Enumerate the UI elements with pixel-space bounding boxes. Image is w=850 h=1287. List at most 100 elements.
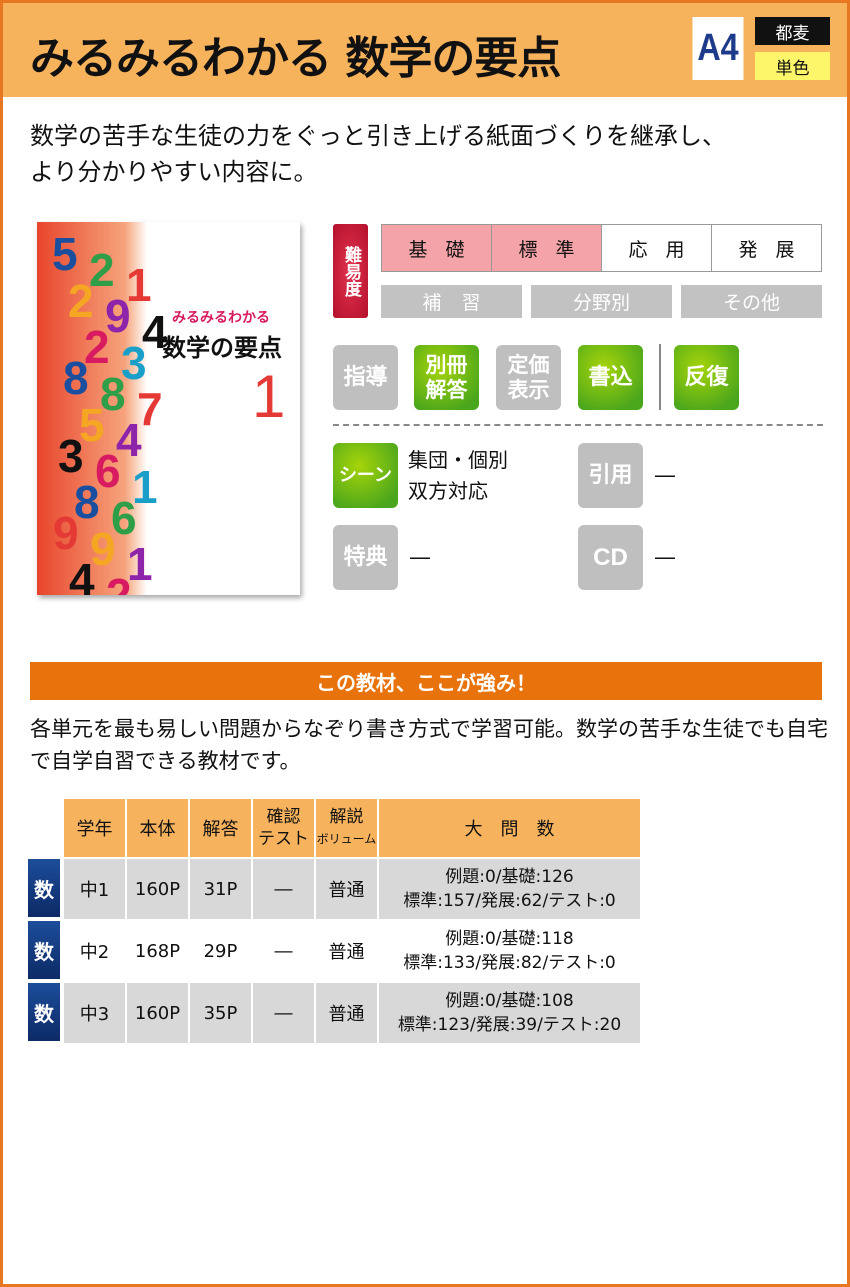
type-other: その他	[681, 285, 822, 318]
cover-strip	[37, 222, 147, 595]
cell-body: 168P	[134, 940, 181, 962]
cover-digit: 4	[116, 414, 142, 466]
feature-guidance: 指導	[333, 345, 398, 410]
cell-body: 160P	[127, 859, 188, 919]
cell-grade: 中1	[64, 859, 125, 919]
cover-digit: 1	[132, 460, 158, 513]
cover-digit: 1	[126, 259, 152, 311]
subject-tag: 数	[28, 859, 60, 917]
cell-grade: 中3	[64, 983, 125, 1043]
quote-label: 引用	[578, 443, 643, 508]
feature-write-in: 書込	[578, 345, 643, 410]
bonus-label: 特典	[333, 525, 398, 590]
cell-test: ―	[253, 859, 314, 919]
cover-digit: 3	[121, 336, 147, 389]
cover-digit: 6	[111, 491, 137, 544]
q-line: 例題:0/基礎:126	[445, 867, 574, 887]
cell-answer: 35P	[190, 983, 251, 1043]
intro-text: 数学の苦手な生徒の力をぐっと引き上げる紙面づくりを継承し、 より分かりやすい内容…	[30, 118, 726, 190]
table-row: 中1 160P 31P ― 普通 例題:0/基礎:126 標準:157/発展:62/テスト:…	[64, 859, 640, 919]
col-grade: 学年	[64, 799, 125, 857]
cover-digit: 2	[106, 569, 132, 595]
level-applied: 応用	[601, 224, 712, 272]
scene-value-line: 双方対応	[408, 479, 488, 503]
q-line: 標準:123/発展:39/テスト:20	[397, 1015, 622, 1035]
cover-digit: 9	[105, 290, 131, 342]
subject-tag: 数	[28, 921, 60, 979]
cell-test: ―	[253, 983, 314, 1043]
cover-volume: 1	[252, 363, 286, 430]
cell-volume: 普通	[316, 983, 377, 1043]
col-check-test: 確認 テスト	[253, 799, 314, 857]
intro-line: より分かりやすい内容に。	[30, 158, 318, 186]
cover-digit: 8	[100, 367, 126, 420]
cover-title: 数学の要点	[162, 334, 282, 362]
feature-price-display: 定価 表示	[496, 345, 561, 410]
cover-digit: 2	[89, 243, 115, 296]
quote-value: ―	[655, 463, 675, 487]
scene-label: シーン	[333, 443, 398, 508]
q-line: 標準:157/発展:62/テスト:0	[403, 891, 616, 911]
col-answer: 解答	[190, 799, 251, 857]
spec-table: 学年 本体 解答 確認 テスト 解説 ボリューム 大 問 数 中1 160P 31P ― 普…	[62, 797, 642, 1045]
q-line: 例題:0/基礎:108	[445, 991, 574, 1011]
cover-digit: 6	[95, 445, 121, 497]
page-title: みるみるわかる 数学の要点	[30, 33, 561, 84]
cover-digit: 5	[52, 228, 78, 280]
cover-digit: 1	[127, 538, 153, 590]
cover-digit: 4	[69, 553, 95, 596]
divider	[659, 344, 661, 410]
cd-value: ―	[655, 545, 675, 569]
q-line: 例題:0/基礎:118	[445, 929, 574, 949]
cell-volume: 普通	[328, 942, 365, 963]
type-by-field: 分野別	[531, 285, 672, 318]
intro-line: 数学の苦手な生徒の力をぐっと引き上げる紙面づくりを継承し、	[30, 122, 726, 150]
cell-questions: 例題:0/基礎:108 標準:123/発展:39/テスト:20	[379, 983, 640, 1043]
strength-heading: この教材、ここが強み！	[30, 662, 822, 700]
cover-digit: 8	[63, 352, 89, 404]
hdr-line: 解説	[329, 807, 364, 827]
cover-digit: 3	[58, 429, 84, 482]
cell-volume: 普通	[316, 859, 377, 919]
feature-repetition: 反復	[674, 345, 739, 410]
cover-digit: 9	[53, 507, 79, 559]
scene-value: 集団・個別 双方対応	[408, 445, 508, 507]
scene-value-line: 集団・個別	[408, 448, 508, 472]
color-tag: 単色	[755, 52, 830, 80]
hdr-line: 確認	[266, 807, 301, 827]
table-row: 中3 160P 35P ― 普通 例題:0/基礎:108 標準:123/発展:39/テスト:…	[64, 983, 640, 1043]
cover-digit: 5	[79, 398, 105, 451]
dashed-divider	[333, 424, 823, 426]
cover-digit: 8	[74, 476, 100, 528]
hdr-line: ボリューム	[316, 832, 377, 846]
cover-digit: 2	[84, 321, 110, 373]
region-tag: 都麦	[755, 17, 830, 45]
cover-digit: 7	[137, 383, 163, 435]
cover-series: みるみるわかる	[172, 310, 270, 326]
cover-digit: 2	[68, 274, 94, 327]
cell-grade: 中2	[79, 942, 110, 963]
feature-separate-answers: 別冊 解答	[414, 345, 479, 410]
bonus-value: ―	[410, 545, 430, 569]
hdr-line: テスト	[258, 829, 309, 849]
cell-questions: 例題:0/基礎:118 標準:133/発展:82/テスト:0	[379, 921, 640, 981]
cover-digit: 4	[142, 305, 168, 358]
cover-digit: 9	[90, 522, 116, 575]
strength-text: 各単元を最も易しい問題からなぞり書き方式で学習可能。数学の苦手な生徒でも自宅で自…	[30, 717, 828, 773]
cell-answer: 31P	[190, 859, 251, 919]
table-row: 中2 168P 29P ― 普通 例題:0/基礎:118 標準:133/発展:82/テスト:…	[64, 921, 640, 981]
difficulty-label: 難易度	[333, 224, 368, 318]
cell-questions: 例題:0/基礎:126 標準:157/発展:62/テスト:0	[379, 859, 640, 919]
cell-body: 160P	[127, 983, 188, 1043]
q-line: 標準:133/発展:82/テスト:0	[403, 953, 616, 973]
cell-test: ―	[274, 940, 293, 962]
level-basic: 基礎	[381, 224, 492, 272]
col-volume: 解説 ボリューム	[316, 799, 377, 857]
cd-label: CD	[578, 525, 643, 590]
size-badge: A4	[692, 17, 744, 80]
level-standard: 標準	[491, 224, 602, 272]
cell-answer: 29P	[203, 940, 238, 962]
col-questions: 大 問 数	[379, 799, 640, 857]
